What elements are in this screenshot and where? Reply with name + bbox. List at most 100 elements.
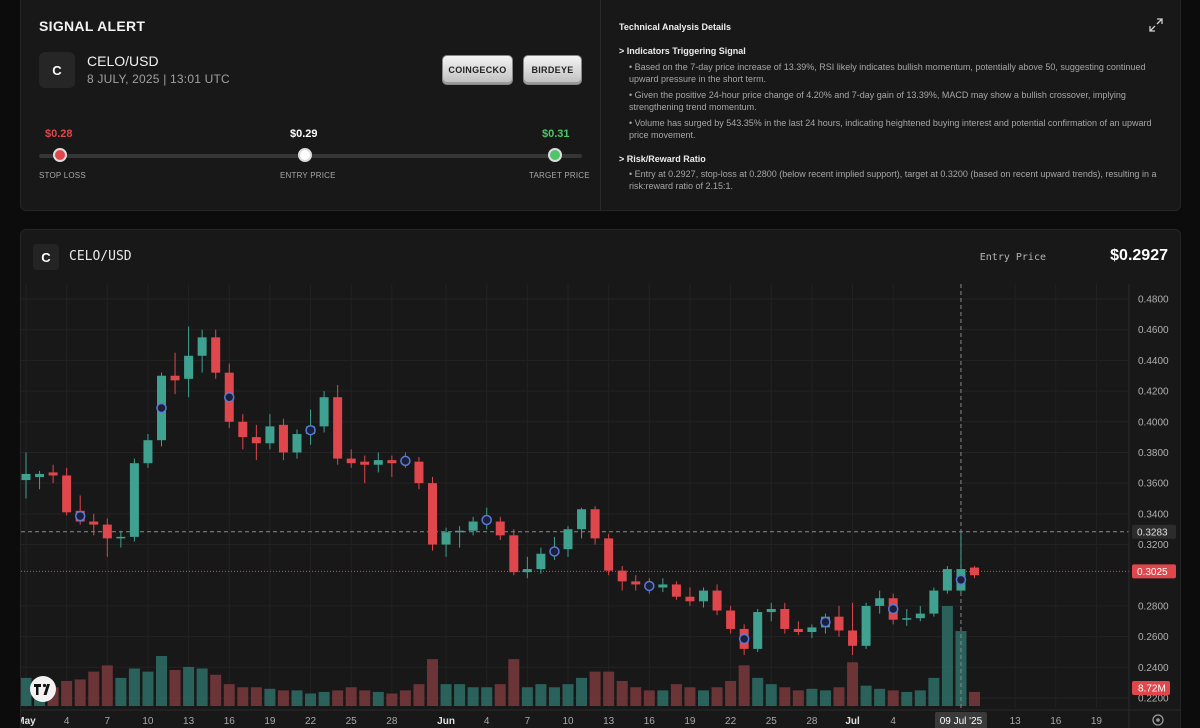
volume-bar: [494, 684, 506, 706]
time-tick-label: 7: [525, 716, 531, 727]
candle: [509, 529, 519, 576]
candle: [211, 329, 221, 379]
candle-body: [319, 397, 329, 427]
candle-body: [699, 590, 708, 602]
gear-ring: [1152, 714, 1164, 726]
candle-body: [238, 421, 248, 438]
price-tick-label: 0.2800: [1138, 601, 1169, 612]
candle: [807, 624, 817, 639]
signal-marker: [644, 580, 655, 592]
candle: [468, 516, 478, 536]
volume-bar: [833, 687, 845, 706]
time-tick-label: 22: [725, 716, 737, 727]
candle-body: [658, 584, 668, 588]
volume-bar: [698, 690, 709, 706]
volume-bar: [183, 666, 195, 706]
expand-icon[interactable]: [1149, 18, 1163, 32]
time-tick-label: 25: [346, 716, 358, 727]
candle-body: [577, 509, 587, 530]
price-tick-label: 0.4400: [1138, 356, 1169, 367]
volume-bar: [74, 679, 86, 706]
volume-bar: [508, 659, 520, 706]
time-tick-label: Jun: [437, 716, 455, 727]
entry-price-marker: [298, 148, 312, 162]
candle: [184, 326, 194, 398]
candle: [278, 418, 288, 461]
volume-bar: [711, 687, 723, 706]
signal-marker: [400, 455, 411, 467]
candle-body: [766, 608, 776, 613]
volume-bar: [914, 690, 926, 706]
volume-bar: [61, 681, 73, 706]
analysis-bullet: • Entry at 0.2927, stop-loss at 0.2800 (…: [629, 169, 1157, 191]
candle-body: [915, 613, 925, 619]
price-tick-label: 0.2400: [1138, 663, 1169, 674]
coin-avatar: C: [39, 52, 75, 88]
volume-bar: [779, 687, 791, 706]
candle: [563, 526, 573, 557]
candle-body: [793, 628, 803, 633]
candle-body: [373, 460, 383, 465]
candle-body: [942, 569, 952, 591]
signal-marker: [955, 574, 967, 586]
volume-bar: [332, 690, 344, 706]
volume-bar: [88, 671, 100, 706]
candle-body: [441, 532, 451, 545]
coingecko-button[interactable]: COINGECKO: [442, 55, 513, 85]
gear-center: [1156, 718, 1160, 722]
crosshair-price-label: 0.3283: [1137, 527, 1168, 538]
candle-body: [48, 472, 58, 476]
candle-body: [292, 434, 302, 453]
candle-body: [861, 605, 871, 646]
birdeye-button[interactable]: BIRDEYE: [523, 55, 582, 85]
candle: [631, 575, 641, 591]
candle: [753, 608, 763, 652]
volume-bar: [427, 659, 438, 706]
candle-body: [116, 536, 126, 539]
target-price-value: $0.31: [542, 128, 570, 140]
candle: [455, 526, 465, 548]
candle-body: [604, 538, 614, 571]
candle-body: [929, 590, 939, 614]
candle-body: [346, 458, 356, 464]
candle-body: [184, 355, 194, 379]
candle: [658, 578, 668, 593]
candle-body: [414, 461, 424, 484]
volume-bar: [752, 677, 764, 706]
candle: [861, 602, 871, 649]
signal-markers: [74, 391, 967, 645]
signal-marker: [156, 402, 167, 414]
candle: [251, 424, 261, 461]
candle-body: [62, 475, 72, 513]
tradingview-logo-dot: [42, 683, 47, 688]
time-tick-label: 4: [64, 716, 70, 727]
candle-body: [129, 463, 139, 537]
entry-price-display: $0.2927: [1110, 247, 1168, 264]
technical-analysis-title: Technical Analysis Details: [619, 22, 732, 32]
candle: [428, 477, 437, 551]
volume-bar: [887, 690, 899, 706]
signal-marker: [820, 616, 831, 628]
candle: [346, 449, 356, 468]
volume-bar: [318, 691, 330, 706]
candle: [848, 602, 858, 656]
candle: [129, 458, 139, 542]
time-tick-label: Jul: [845, 716, 860, 727]
candle-body: [251, 437, 261, 444]
volume-bar: [860, 685, 872, 706]
volume-bar: [901, 691, 913, 706]
candle-body: [428, 483, 437, 545]
volume-bar: [589, 671, 601, 706]
candle-body: [902, 618, 912, 620]
candle: [143, 434, 153, 468]
last-price-badge: [1132, 564, 1176, 579]
pair-name: CELO/USD: [87, 53, 159, 69]
candle: [915, 605, 925, 622]
time-tick-label: 16: [224, 716, 236, 727]
time-tick-label: 13: [603, 716, 615, 727]
price-tick-label: 0.4200: [1138, 387, 1169, 398]
candle: [387, 455, 397, 478]
candle-body: [780, 608, 790, 629]
candlestick-chart[interactable]: 0.4800 0.4600 0.4400 0.4200 0.4000 0.3800 0.36…: [21, 284, 1181, 728]
price-tick-label: 0.3800: [1138, 448, 1169, 459]
